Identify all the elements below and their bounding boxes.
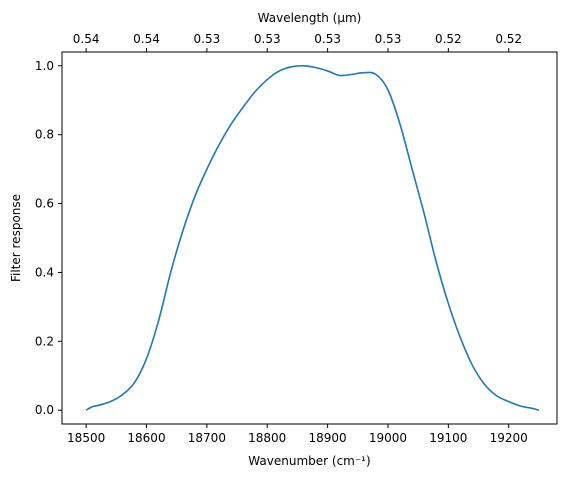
series-line [85, 64, 540, 411]
y-tick-label: 0.6 [35, 197, 54, 211]
x-tick-label: 19200 [490, 431, 528, 445]
x-tick-label: 18900 [309, 431, 347, 445]
top-x-tick-label: 0.53 [375, 32, 402, 46]
top-x-tick-label: 0.53 [254, 32, 281, 46]
top-x-axis-label: Wavelength (μm) [258, 11, 362, 25]
top-x-tick-label: 0.52 [435, 32, 462, 46]
axes-frame [61, 51, 558, 425]
plot-area [61, 51, 558, 425]
x-axis: 18500 18600 18700 18800 18900 19000 19100 19200 [67, 424, 528, 445]
top-x-tick-label: 0.52 [495, 32, 522, 46]
y-tick-label: 0.0 [35, 403, 54, 417]
y-tick-label: 0.8 [35, 128, 54, 142]
x-axis-label: Wavenumber (cm⁻¹) [248, 454, 370, 468]
x-tick-label: 18600 [127, 431, 165, 445]
top-x-tick-label: 0.54 [133, 32, 160, 46]
y-axis-label: Filter response [9, 194, 23, 282]
y-tick-label: 0.2 [35, 334, 54, 348]
y-tick-label: 0.4 [35, 265, 54, 279]
x-tick-label: 19100 [429, 431, 467, 445]
x-tick-label: 18700 [188, 431, 226, 445]
x-tick-label: 18500 [67, 431, 105, 445]
top-x-tick-label: 0.53 [314, 32, 341, 46]
x-tick-label: 18800 [248, 431, 286, 445]
top-x-tick-label: 0.54 [73, 32, 100, 46]
top-x-axis: 0.54 0.54 0.53 0.53 0.53 0.53 0.52 0.52 [73, 32, 522, 52]
top-x-tick-label: 0.53 [194, 32, 221, 46]
y-axis: 0.0 0.2 0.4 0.6 0.8 1.0 [35, 59, 62, 417]
y-tick-label: 1.0 [35, 59, 54, 73]
x-tick-label: 19000 [369, 431, 407, 445]
